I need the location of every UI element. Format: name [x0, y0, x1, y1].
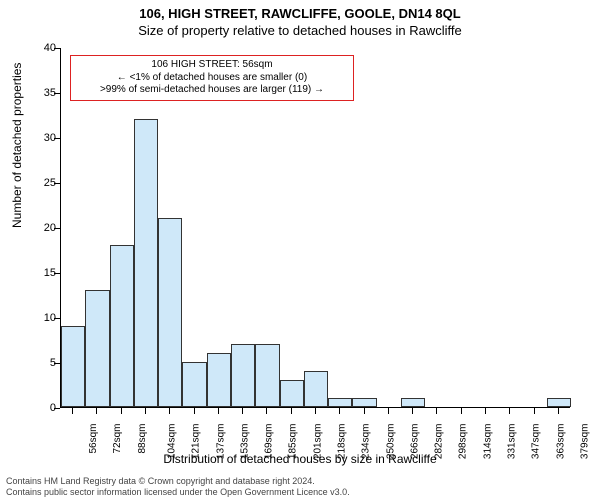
bar	[182, 362, 206, 407]
y-tick-label: 10	[26, 312, 56, 324]
bar	[158, 218, 182, 407]
bar	[61, 326, 85, 407]
y-tick-label: 25	[26, 177, 56, 189]
bar	[328, 398, 352, 407]
bar	[547, 398, 571, 407]
y-tick-label: 20	[26, 222, 56, 234]
footer: Contains HM Land Registry data © Crown c…	[0, 476, 600, 498]
bar	[207, 353, 231, 407]
x-tick	[315, 408, 316, 414]
x-tick	[242, 408, 243, 414]
x-tick-label: 56sqm	[88, 424, 99, 454]
chart-area: 0510152025303540 56sqm72sqm88sqm104sqm12…	[60, 48, 570, 408]
x-tick	[461, 408, 462, 414]
y-tick-label: 0	[26, 402, 56, 414]
x-tick	[194, 408, 195, 414]
x-tick	[291, 408, 292, 414]
x-tick	[339, 408, 340, 414]
title-sub: Size of property relative to detached ho…	[0, 21, 600, 38]
x-tick	[266, 408, 267, 414]
bar	[304, 371, 328, 407]
x-tick	[509, 408, 510, 414]
footer-line1: Contains HM Land Registry data © Crown c…	[6, 476, 600, 487]
y-tick-label: 15	[26, 267, 56, 279]
x-tick	[388, 408, 389, 414]
annotation-line3: >99% of semi-detached houses are larger …	[77, 84, 347, 97]
x-tick	[72, 408, 73, 414]
x-tick	[558, 408, 559, 414]
plot-region	[60, 48, 570, 408]
y-tick-label: 30	[26, 132, 56, 144]
y-tick-label: 35	[26, 87, 56, 99]
y-tick-label: 40	[26, 42, 56, 54]
bar	[134, 119, 158, 407]
x-tick	[485, 408, 486, 414]
x-axis-title: Distribution of detached houses by size …	[0, 452, 600, 466]
footer-line2: Contains public sector information licen…	[6, 487, 600, 498]
bar	[231, 344, 255, 407]
annotation-line2: ← <1% of detached houses are smaller (0)	[77, 72, 347, 85]
x-tick	[436, 408, 437, 414]
bar	[255, 344, 279, 407]
bar	[352, 398, 376, 407]
x-tick	[145, 408, 146, 414]
bar	[110, 245, 134, 407]
x-tick	[364, 408, 365, 414]
annotation-box: 106 HIGH STREET: 56sqm ← <1% of detached…	[70, 55, 354, 101]
x-tick	[218, 408, 219, 414]
x-tick-label: 72sqm	[112, 424, 123, 454]
x-tick	[412, 408, 413, 414]
annotation-line1: 106 HIGH STREET: 56sqm	[77, 59, 347, 72]
x-tick-label: 88sqm	[137, 424, 148, 454]
y-axis-title: Number of detached properties	[10, 63, 24, 228]
x-tick	[96, 408, 97, 414]
title-main: 106, HIGH STREET, RAWCLIFFE, GOOLE, DN14…	[0, 0, 600, 21]
bar	[85, 290, 109, 407]
x-tick	[121, 408, 122, 414]
bar	[280, 380, 304, 407]
x-tick	[534, 408, 535, 414]
x-tick	[169, 408, 170, 414]
bar	[401, 398, 425, 407]
y-tick-label: 5	[26, 357, 56, 369]
